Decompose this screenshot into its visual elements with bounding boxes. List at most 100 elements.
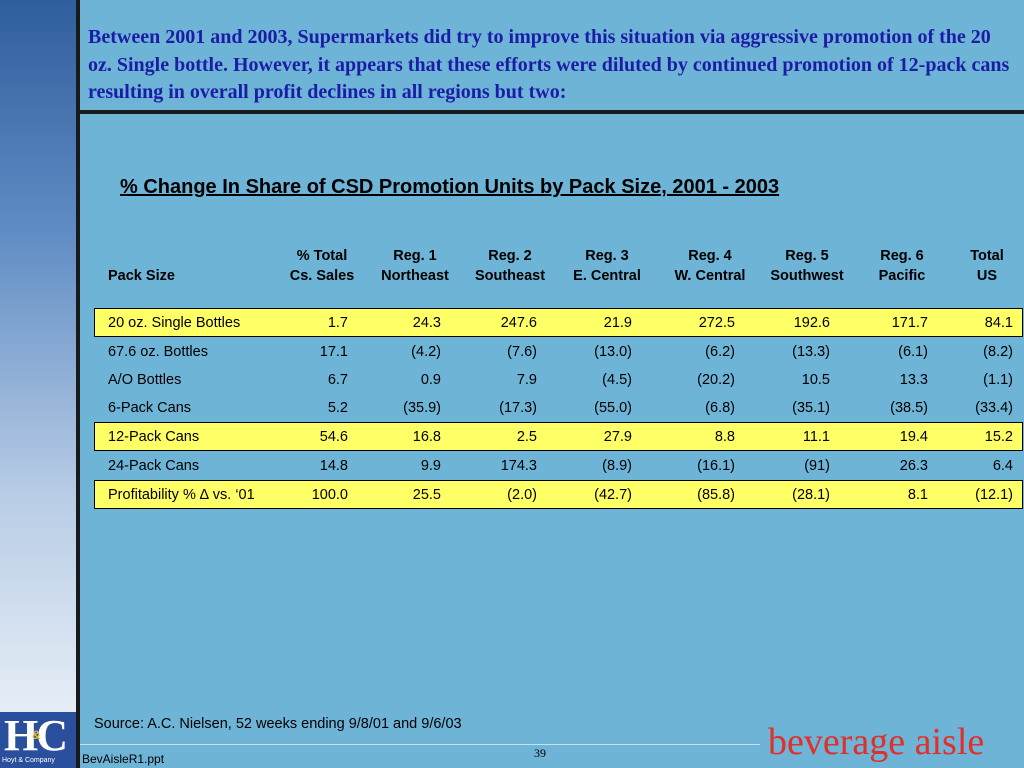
table-row: 6-Pack Cans 5.2 (35.9) (17.3) (55.0) (6.8) (35… <box>95 394 1022 422</box>
table-cell: 9.9 <box>420 458 441 474</box>
table-cell: (6.2) <box>705 344 735 360</box>
column-header-line2: Pack Size <box>108 268 175 284</box>
table-cell: 2.5 <box>516 429 537 445</box>
table-cell: 100.0 <box>311 487 348 503</box>
column-header-line2: E. Central <box>573 268 641 284</box>
column-header-line1: Reg. 4 <box>688 248 732 264</box>
page-number: 39 <box>534 746 546 760</box>
table-cell: (4.5) <box>602 372 632 388</box>
table-row: 24-Pack Cans 14.8 9.9 174.3 (8.9) (16.1) (91) 2… <box>95 452 1022 480</box>
logo-company-name: Hoyt & Company <box>2 757 55 764</box>
table-cell: 8.8 <box>714 429 735 445</box>
column-header-line2: Southwest <box>770 268 844 284</box>
table-cell: (55.0) <box>594 400 632 416</box>
footer-divider <box>80 744 760 745</box>
table-cell: 16.8 <box>412 429 441 445</box>
table-cell: (8.9) <box>602 458 632 474</box>
table-cell: (13.3) <box>792 344 830 360</box>
row-label: Profitability % ∆ vs. ‘01 <box>108 487 255 503</box>
column-header-line1: Reg. 5 <box>785 248 829 264</box>
beverage-aisle-logo: beverage aisle <box>768 721 985 763</box>
table-cell: 25.5 <box>412 487 441 503</box>
table-cell: 1.7 <box>327 315 348 331</box>
table-cell: (6.1) <box>898 344 928 360</box>
table-row: A/O Bottles 6.7 0.9 7.9 (4.5) (20.2) 10.5 13.3 (… <box>95 366 1022 394</box>
table-cell: 0.9 <box>420 372 441 388</box>
table-cell: 272.5 <box>698 315 735 331</box>
table-cell: (85.8) <box>697 487 735 503</box>
column-header-line2: Pacific <box>878 268 926 284</box>
horizontal-divider <box>80 110 1024 114</box>
column-header: Pack Size <box>108 246 175 286</box>
table-cell: 84.1 <box>984 315 1013 331</box>
slide-headline: Between 2001 and 2003, Supermarkets did … <box>88 26 1010 103</box>
file-name: BevAisleR1.ppt <box>82 752 165 766</box>
table-cell: 192.6 <box>793 315 830 331</box>
column-header: Reg. 2 Southeast <box>460 246 560 286</box>
column-header: Reg. 1 Northeast <box>365 246 465 286</box>
table-cell: 13.3 <box>899 372 928 388</box>
table-cell: (12.1) <box>975 487 1013 503</box>
row-label: 24-Pack Cans <box>108 458 200 474</box>
table-cell: (91) <box>804 458 830 474</box>
table-row: 67.6 oz. Bottles 17.1 (4.2) (7.6) (13.0) (6.2… <box>95 338 1022 366</box>
logo-ampersand: & <box>32 728 41 742</box>
table-cell: (42.7) <box>594 487 632 503</box>
table-cell: 27.9 <box>603 429 632 445</box>
table-cell: (16.1) <box>697 458 735 474</box>
table-cell: 174.3 <box>500 458 537 474</box>
table-cell: 17.1 <box>319 344 348 360</box>
vertical-divider <box>76 0 80 768</box>
column-header-line2: US <box>976 268 998 284</box>
table-cell: 247.6 <box>500 315 537 331</box>
column-header-line2: Cs. Sales <box>289 268 355 284</box>
table-cell: (6.8) <box>705 400 735 416</box>
table-cell: 7.9 <box>516 372 537 388</box>
table-cell: 171.7 <box>891 315 928 331</box>
column-header-line2: Southeast <box>474 268 546 284</box>
column-header: Reg. 5 Southwest <box>757 246 857 286</box>
logo-letters: HC <box>4 711 68 760</box>
table-cell: 6.4 <box>992 458 1013 474</box>
table-row: Profitability % ∆ vs. ‘01 100.0 25.5 (2.0) (… <box>94 480 1023 509</box>
table-cell: (20.2) <box>697 372 735 388</box>
table-cell: (28.1) <box>792 487 830 503</box>
table-cell: 19.4 <box>899 429 928 445</box>
table-cell: 21.9 <box>603 315 632 331</box>
column-header: Total US <box>937 246 1024 286</box>
table-row: 20 oz. Single Bottles 1.7 24.3 247.6 21.9 272… <box>94 308 1023 337</box>
column-header-line1: Reg. 1 <box>393 248 437 264</box>
column-header-line1: Reg. 3 <box>585 248 629 264</box>
table-cell: (1.1) <box>983 372 1013 388</box>
column-header: % Total Cs. Sales <box>272 246 372 286</box>
table-cell: 54.6 <box>319 429 348 445</box>
table-cell: 5.2 <box>327 400 348 416</box>
table-cell: (8.2) <box>983 344 1013 360</box>
column-header-line1: Total <box>970 248 1004 264</box>
column-header: Reg. 3 E. Central <box>557 246 657 286</box>
hoyt-company-logo: HC & Hoyt & Company <box>0 711 76 768</box>
source-note: Source: A.C. Nielsen, 52 weeks ending 9/… <box>94 716 462 732</box>
column-header: Reg. 6 Pacific <box>852 246 952 286</box>
table-cell: 6.7 <box>327 372 348 388</box>
column-header-line1 <box>108 246 175 266</box>
table-cell: (35.1) <box>792 400 830 416</box>
row-label: A/O Bottles <box>108 372 182 388</box>
table-cell: (33.4) <box>975 400 1013 416</box>
table-cell: (7.6) <box>507 344 537 360</box>
table-cell: 8.1 <box>907 487 928 503</box>
row-label: 12-Pack Cans <box>108 429 200 445</box>
table-cell: 15.2 <box>984 429 1013 445</box>
table-cell: (4.2) <box>411 344 441 360</box>
row-label: 6-Pack Cans <box>108 400 192 416</box>
table-cell: (13.0) <box>594 344 632 360</box>
table-row: 12-Pack Cans 54.6 16.8 2.5 27.9 8.8 11.1 19.4 15… <box>94 422 1023 451</box>
table-cell: 11.1 <box>802 429 830 445</box>
table-cell: (38.5) <box>890 400 928 416</box>
table-cell: 24.3 <box>412 315 441 331</box>
column-header: Reg. 4 W. Central <box>660 246 760 286</box>
row-label: 20 oz. Single Bottles <box>108 315 241 331</box>
table-cell: 26.3 <box>899 458 928 474</box>
table-cell: (35.9) <box>403 400 441 416</box>
column-header-line2: W. Central <box>674 268 746 284</box>
